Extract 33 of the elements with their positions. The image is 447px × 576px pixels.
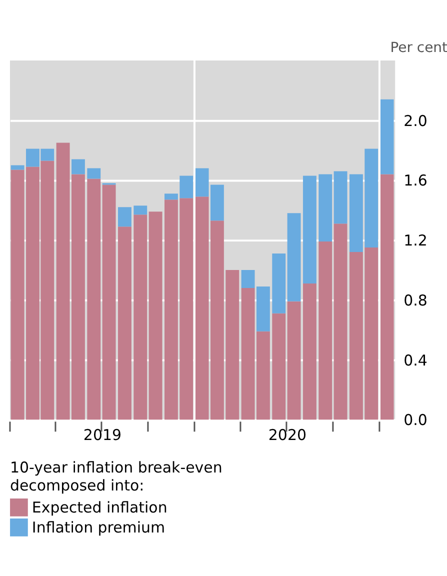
x-tick-label: 2020: [268, 426, 306, 444]
y-axis-title: Per cent: [390, 40, 447, 56]
bar: [318, 174, 332, 242]
bar: [87, 178, 101, 420]
bar: [380, 99, 394, 174]
bar: [71, 159, 85, 174]
bar: [302, 176, 316, 284]
y-tick-label: 0.4: [404, 351, 428, 370]
y-tick-label: 2.0: [404, 112, 428, 130]
bar: [334, 224, 348, 420]
bar: [318, 242, 332, 420]
bar: [334, 171, 348, 224]
bar: [302, 283, 316, 420]
bar: [87, 168, 101, 179]
bar: [287, 301, 301, 420]
bar: [102, 184, 116, 420]
bar: [380, 174, 394, 420]
y-tick-label: 0.0: [404, 411, 428, 430]
y-tick-label: 1.2: [404, 232, 428, 250]
bar: [118, 207, 132, 227]
legend-label: Expected inflation: [32, 498, 168, 516]
y-tick-label: 1.6: [404, 172, 428, 190]
bar: [287, 213, 301, 302]
legend-label: Inflation premium: [32, 518, 166, 536]
bar: [134, 214, 148, 420]
bar: [272, 313, 286, 420]
bar: [272, 254, 286, 314]
bar: [118, 226, 132, 420]
bar: [148, 212, 162, 420]
bar: [134, 206, 148, 215]
y-tick-label: 0.8: [404, 291, 428, 310]
legend-title: 10-year inflation break-even decomposed into:: [10, 458, 222, 495]
x-tick-label: 2019: [83, 426, 122, 444]
